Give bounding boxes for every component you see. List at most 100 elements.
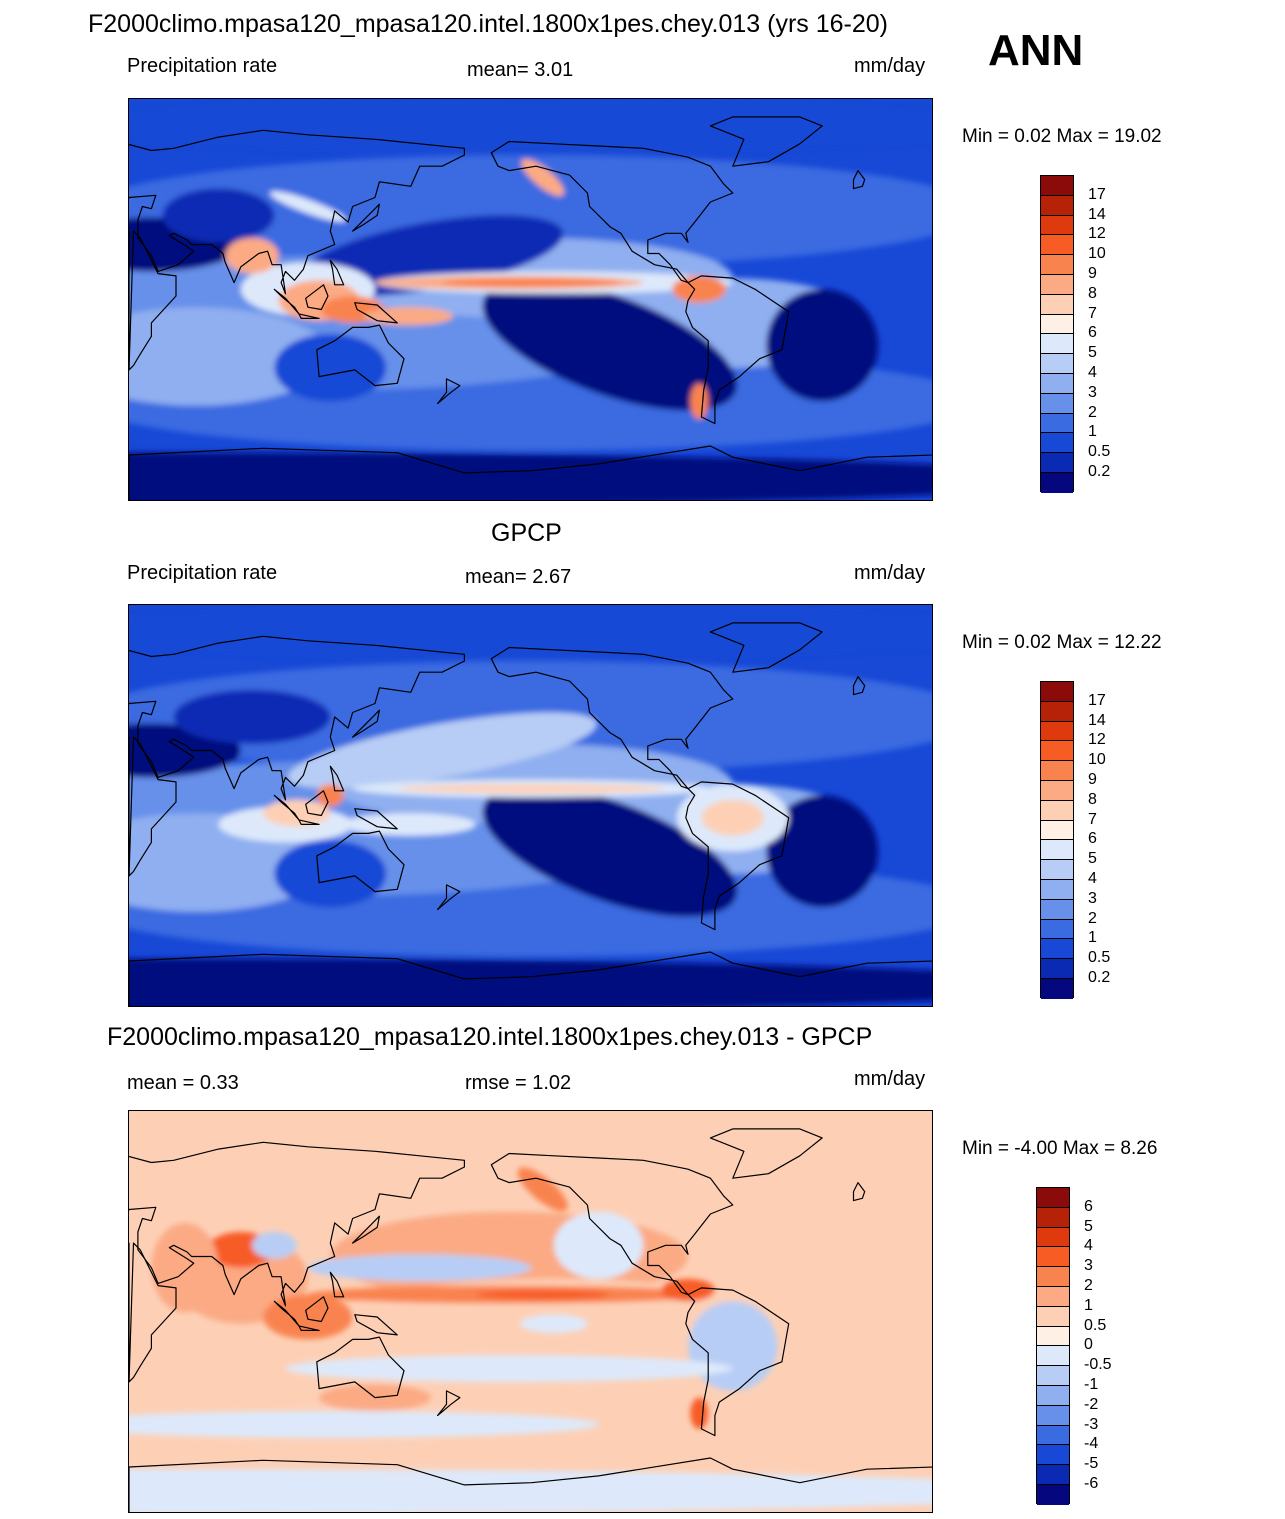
field-contour — [363, 307, 454, 326]
panel-obs-units: mm/day — [854, 562, 926, 584]
colorbar-label: -1 — [1084, 1376, 1099, 1393]
coastline — [316, 324, 405, 387]
panel-model-mean: mean= 3.01 — [467, 59, 574, 81]
colorbar-label: 1 — [1084, 1296, 1093, 1314]
colorbar-swatch — [1037, 1267, 1069, 1287]
panel-obs-left-label: Precipitation rate — [127, 562, 278, 584]
panel-diff-units: mm/day — [854, 1068, 926, 1090]
field-contour — [274, 840, 387, 908]
colorbar-label: 12 — [1088, 225, 1106, 243]
coastline — [437, 1390, 461, 1417]
colorbar-swatch — [1041, 255, 1073, 275]
coastline — [490, 140, 734, 284]
coastline — [352, 1215, 380, 1244]
panel-diff-mean: mean = 0.33 — [127, 1072, 239, 1094]
colorbar-label: 8 — [1088, 790, 1097, 808]
colorbar-swatch — [1041, 939, 1073, 960]
colorbar-label: 7 — [1088, 810, 1097, 828]
coastline — [709, 1128, 823, 1179]
colorbar-swatches — [1036, 1187, 1070, 1505]
colorbar-label: 4 — [1084, 1237, 1093, 1255]
field-contour — [129, 605, 932, 659]
field-contour — [225, 237, 279, 274]
coastline — [129, 445, 932, 500]
colorbar-label: 6 — [1088, 830, 1097, 848]
field-contour — [274, 334, 387, 402]
field-contour — [263, 799, 331, 827]
coastline — [305, 284, 329, 311]
field-contour — [766, 289, 879, 402]
panel-obs-mean: mean= 2.67 — [465, 566, 572, 588]
field-contour — [307, 1254, 532, 1282]
coastline — [329, 765, 345, 792]
field-contour — [129, 99, 932, 153]
colorbar-swatch — [1041, 373, 1073, 394]
colorbar-swatch — [1041, 860, 1073, 880]
field-contour — [661, 1278, 715, 1302]
field-contour — [129, 958, 932, 1006]
coastline — [298, 1325, 320, 1331]
colorbar-label: 2 — [1088, 909, 1097, 927]
coastline — [709, 116, 823, 167]
coastline — [129, 129, 465, 295]
colorbar-swatch — [1041, 919, 1073, 940]
field-contour — [688, 1301, 778, 1391]
field-contour — [672, 275, 726, 303]
colorbar-swatch — [1041, 393, 1073, 414]
colorbar-swatch — [1041, 334, 1073, 355]
colorbar-swatch — [1041, 433, 1073, 454]
field-contour — [287, 712, 597, 789]
colorbar-swatch — [1041, 682, 1073, 702]
coastline — [129, 736, 177, 877]
coastline — [852, 170, 866, 190]
colorbar-swatch — [1037, 1484, 1069, 1505]
colorbar-label: 5 — [1088, 850, 1097, 868]
colorbar-swatch — [1041, 195, 1073, 216]
colorbar-swatch — [1037, 1385, 1069, 1406]
colorbar-label: 4 — [1088, 870, 1097, 887]
colorbar-label: 5 — [1084, 1217, 1093, 1235]
season-label: ANN — [988, 26, 1084, 75]
coastline — [852, 676, 866, 696]
colorbar-swatch — [1041, 780, 1073, 801]
coastline — [685, 1287, 790, 1437]
colorbar-label: -5 — [1084, 1455, 1099, 1473]
coastline — [329, 1271, 345, 1298]
colorbar-label: 0 — [1084, 1336, 1093, 1354]
colorbar-label: 1 — [1088, 929, 1097, 947]
panel-obs-minmax: Min = 0.02 Max = 12.22 — [962, 632, 1162, 653]
colorbar-label: -2 — [1084, 1395, 1099, 1413]
coastline — [709, 622, 823, 673]
colorbar-swatch — [1041, 176, 1073, 196]
coastline — [273, 1300, 300, 1327]
coastline — [298, 313, 320, 319]
colorbar-label: 6 — [1084, 1197, 1093, 1215]
field-contour — [690, 383, 709, 420]
colorbar-swatch — [1041, 959, 1073, 979]
colorbar-label: 1 — [1088, 423, 1097, 441]
colorbar-swatch — [1037, 1425, 1069, 1446]
field-contour — [520, 1314, 588, 1333]
field-contour — [285, 1355, 733, 1382]
colorbar-label: 6 — [1088, 324, 1097, 342]
colorbar-swatch — [1041, 741, 1073, 762]
colorbar-label: 14 — [1088, 205, 1106, 223]
colorbar-swatch — [1037, 1405, 1069, 1426]
panel-diff-title: F2000climo.mpasa120_mpasa120.intel.1800x… — [107, 1023, 873, 1051]
field-contour — [517, 1167, 568, 1212]
colorbar-swatch — [1037, 1445, 1069, 1466]
field-contour — [766, 795, 879, 908]
colorbar-swatch — [1041, 294, 1073, 315]
field-contour — [701, 799, 765, 836]
coastline — [354, 302, 398, 324]
colorbar-label: 10 — [1088, 751, 1106, 769]
coastline — [298, 819, 320, 825]
map-canvas — [129, 605, 932, 1006]
colorbar-label: 3 — [1084, 1257, 1093, 1275]
panel-diff-rmse: rmse = 1.02 — [465, 1072, 572, 1094]
field-contour — [553, 1211, 644, 1279]
field-contour — [475, 1290, 610, 1300]
field-contour — [482, 280, 738, 411]
colorbar-swatch — [1041, 453, 1073, 473]
colorbar-label: 2 — [1088, 403, 1097, 421]
